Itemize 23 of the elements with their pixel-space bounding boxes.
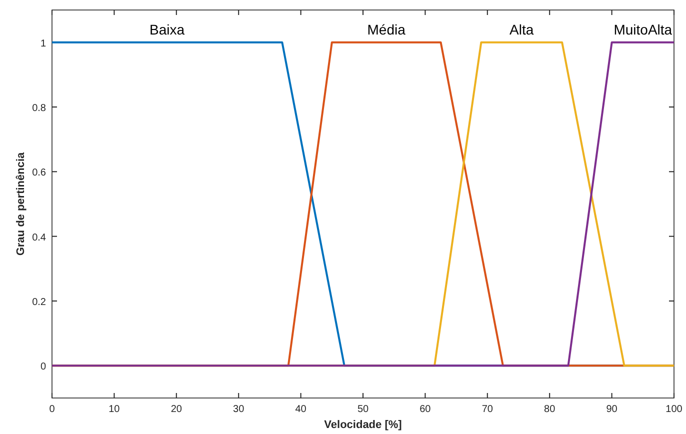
x-tick-label: 80 xyxy=(544,404,556,415)
x-tick-label: 90 xyxy=(606,404,618,415)
y-tick-label: 0.6 xyxy=(32,168,46,179)
series-label: Baixa xyxy=(150,21,185,38)
x-tick-label: 20 xyxy=(170,404,182,415)
series-label: MuitoAlta xyxy=(614,21,672,38)
x-tick-label: 70 xyxy=(482,404,494,415)
series-label: Média xyxy=(367,21,406,38)
x-tick-label: 50 xyxy=(357,404,369,415)
y-tick-label: 0 xyxy=(40,362,46,373)
y-axis-title: Grau de pertinência xyxy=(15,151,27,256)
y-tick-label: 0.8 xyxy=(32,103,46,114)
x-tick-label: 100 xyxy=(666,404,683,415)
y-tick-label: 0.4 xyxy=(32,232,46,244)
x-tick-label: 10 xyxy=(108,404,120,415)
series-label: Alta xyxy=(510,21,534,38)
x-tick-label: 30 xyxy=(233,404,245,415)
x-tick-label: 40 xyxy=(295,404,307,415)
y-tick-label: 1 xyxy=(40,38,46,50)
x-tick-label: 60 xyxy=(420,404,432,415)
y-tick-label: 0.2 xyxy=(32,297,46,308)
x-axis-title: Velocidade [%] xyxy=(324,419,402,431)
x-tick-label: 0 xyxy=(49,404,56,415)
